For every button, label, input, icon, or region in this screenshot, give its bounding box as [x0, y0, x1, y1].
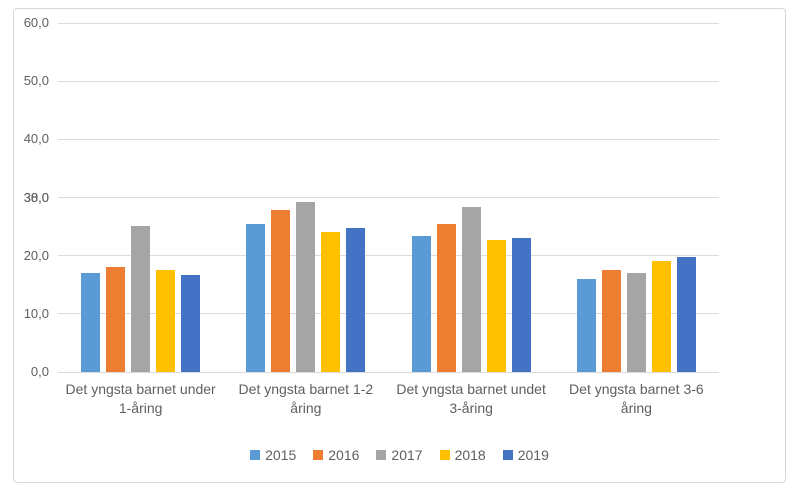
bar-2019-cat1[interactable]: [346, 228, 366, 372]
legend-item-2016[interactable]: 2016: [313, 447, 359, 463]
gridline-50: [58, 80, 719, 82]
bar-2018-cat2[interactable]: [486, 239, 506, 372]
legend-label: 2019: [517, 447, 549, 463]
y-tick-label-30: 30,0: [23, 189, 49, 205]
plot-area: [58, 22, 719, 373]
y-tick-label-0: 0,0: [30, 364, 49, 379]
bar-group-0: [58, 23, 223, 372]
bar-2019-cat0[interactable]: [181, 275, 201, 372]
chart-frame: 0,0 10,0 20,0 30,0 40,0 50,0 60,0 38,0 Det yngs…: [13, 8, 786, 483]
legend-label: 2018: [454, 447, 486, 463]
y-tick-label-10: 10,0: [23, 305, 49, 321]
legend-swatch-icon: [502, 450, 513, 460]
y-tick-label-60: 60,0: [23, 15, 49, 30]
bar-group-2: [389, 23, 554, 372]
bar-group-3: [554, 23, 719, 372]
gridline-30: [58, 197, 719, 198]
legend-swatch-icon: [250, 450, 261, 460]
gridline-40: [58, 138, 719, 140]
gridline-20: [58, 255, 719, 257]
y-tick-label-20: 20,0: [23, 247, 49, 263]
bar-2016-cat0[interactable]: [106, 267, 126, 372]
bar-group-1: [223, 23, 388, 372]
legend-item-2015[interactable]: 2015: [250, 447, 296, 463]
bar-2017-cat1[interactable]: [296, 202, 316, 372]
x-category-label-0: Det yngsta barnet under 1-åring: [65, 381, 216, 416]
bar-2015-cat2[interactable]: [411, 235, 431, 372]
legend: 2015 2016 2017 2018 2019: [14, 447, 785, 463]
y-tick-label-50: 50,0: [23, 73, 49, 89]
x-category-label-2: Det yngsta barnet undet 3-åring: [396, 381, 546, 416]
bar-2016-cat2[interactable]: [436, 224, 456, 372]
bar-2016-cat1[interactable]: [271, 209, 291, 372]
gridline-0: [58, 371, 719, 373]
x-axis-labels: Det yngsta barnet under 1-åring Det yngst…: [58, 380, 719, 418]
bar-2018-cat3[interactable]: [651, 261, 671, 372]
bar-2017-cat2[interactable]: [461, 207, 481, 372]
y-overlap-artifact-label: 38,0: [23, 189, 49, 205]
bar-2015-cat0[interactable]: [81, 273, 101, 372]
bar-2018-cat1[interactable]: [321, 232, 341, 372]
legend-swatch-icon: [376, 450, 387, 460]
bar-2015-cat3[interactable]: [576, 278, 596, 372]
bar-groups: [58, 23, 719, 372]
gridline-60: [58, 22, 719, 24]
bar-2018-cat0[interactable]: [156, 269, 176, 372]
legend-label: 2017: [391, 447, 423, 463]
legend-swatch-icon: [313, 450, 324, 460]
bar-2015-cat1[interactable]: [246, 223, 266, 372]
y-axis-labels: 0,0 10,0 20,0 30,0 40,0 50,0 60,0 38,0: [14, 9, 52, 482]
bar-2019-cat2[interactable]: [511, 238, 531, 372]
bar-2016-cat3[interactable]: [601, 269, 621, 372]
gridline-10: [58, 313, 719, 315]
x-category-label-1: Det yngsta barnet 1-2 åring: [238, 381, 374, 416]
legend-label: 2016: [328, 447, 360, 463]
bar-2017-cat3[interactable]: [626, 273, 646, 372]
y-tick-label-40: 40,0: [23, 131, 49, 147]
bar-2017-cat0[interactable]: [131, 226, 151, 372]
x-category-label-3: Det yngsta barnet 3-6 åring: [569, 381, 704, 416]
legend-item-2018[interactable]: 2018: [439, 447, 486, 463]
legend-swatch-icon: [439, 450, 450, 460]
legend-item-2017[interactable]: 2017: [376, 447, 423, 463]
legend-label: 2015: [265, 447, 297, 463]
legend-item-2019[interactable]: 2019: [502, 447, 549, 463]
bar-2019-cat3[interactable]: [676, 256, 696, 372]
